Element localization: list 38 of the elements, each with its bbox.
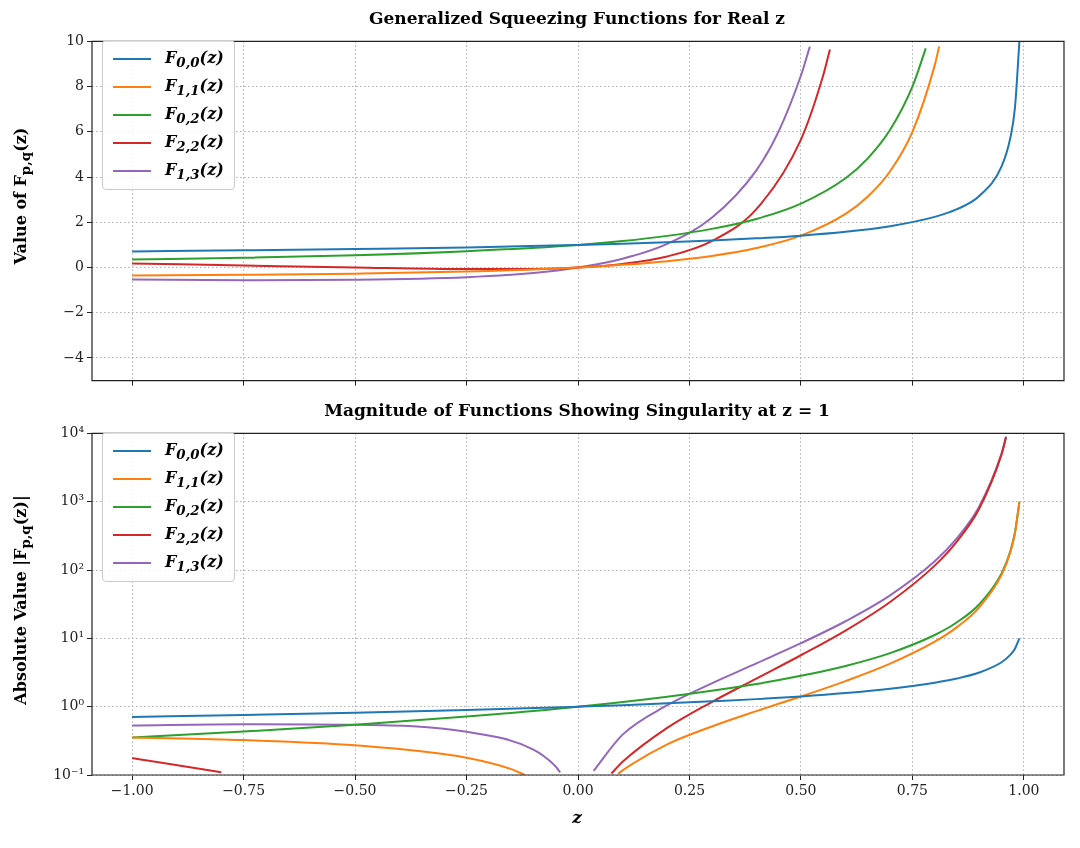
x-tick-label: 1.00	[1008, 782, 1040, 799]
x-tick-label: 0.50	[785, 782, 817, 799]
y-tick-label: 10⁴	[60, 424, 85, 441]
y-tick-label: −4	[63, 348, 85, 365]
chart-title: Generalized Squeezing Functions for Real z	[368, 8, 786, 30]
legend-label: F$_{0,2}$(z)	[165, 103, 224, 127]
y-tick-label: 10¹	[60, 629, 84, 645]
y-tick-label: −2	[63, 303, 84, 320]
legend-label: F$_{0,2}$(z)	[165, 495, 224, 519]
y-tick-label: 0	[75, 258, 84, 275]
x-axis-title: z	[571, 807, 583, 827]
legend-label: F$_{1,3}$(z)	[165, 551, 224, 575]
y-tick-label: 6	[75, 122, 85, 139]
x-tick-label: −0.25	[445, 782, 488, 799]
x-tick-label: 0.25	[673, 782, 706, 799]
line-series	[131, 637, 1021, 718]
y-tick-label: 10⁻¹	[53, 765, 84, 782]
y-tick-label: 10⁰	[60, 697, 85, 714]
x-tick-label: −0.75	[222, 782, 266, 799]
legend-label: F$_{0,0}$(z)	[165, 439, 224, 463]
y-tick-label: 10	[66, 32, 84, 49]
line-series	[131, 41, 1021, 253]
legend-label: F$_{2,2}$(z)	[165, 523, 224, 547]
chart-title: Magnitude of Functions Showing Singularity at z = 1	[323, 400, 831, 422]
y-tick-label: 2	[75, 212, 84, 229]
y-tick-label: 4	[75, 167, 85, 184]
legend-label: F$_{1,1}$(z)	[165, 75, 224, 99]
x-tick-label: −1.00	[110, 782, 154, 799]
x-tick-label: −0.50	[333, 782, 377, 799]
y-tick-label: 10²	[60, 560, 84, 577]
legend-label: F$_{1,3}$(z)	[165, 159, 224, 183]
x-tick-label: 0.75	[896, 782, 928, 799]
y-tick-label: 8	[75, 77, 84, 94]
legend-label: F$_{0,0}$(z)	[165, 47, 224, 71]
x-tick-label: 0.00	[562, 782, 594, 799]
legend-label: F$_{1,1}$(z)	[165, 467, 224, 491]
y-tick-label: 10³	[60, 492, 84, 509]
legend-label: F$_{2,2}$(z)	[165, 131, 224, 155]
